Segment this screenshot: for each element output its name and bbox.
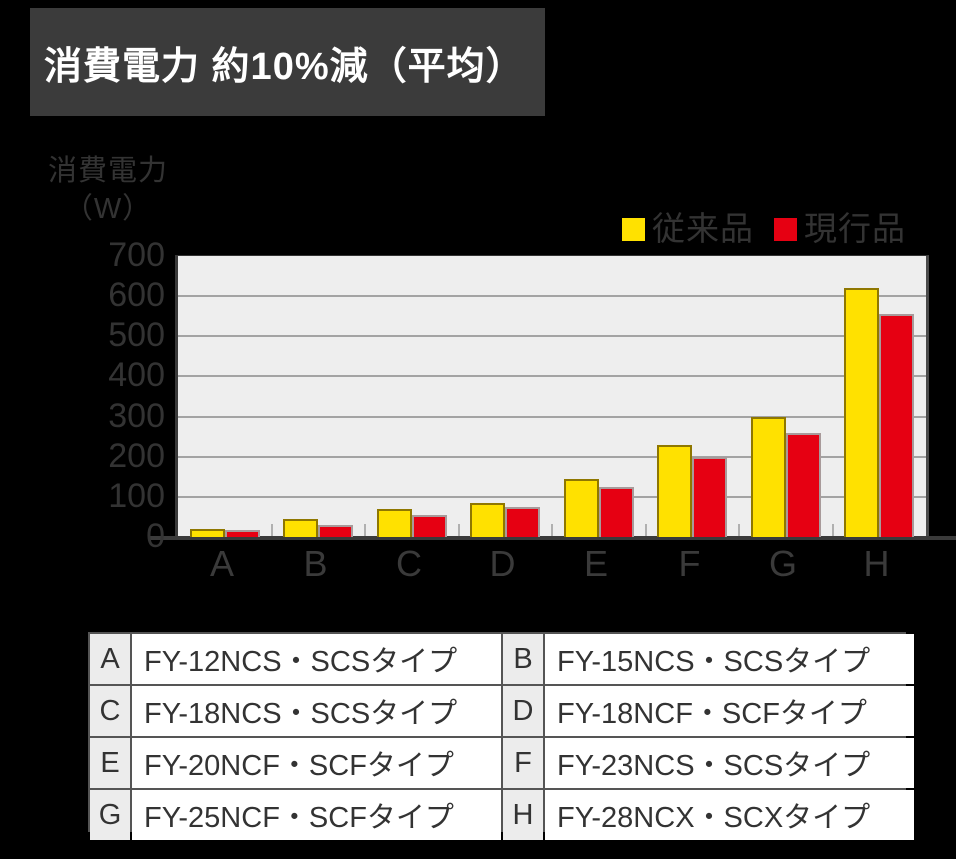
model-legend-table: A FY-12NCS・SCSタイプ B FY-15NCS・SCSタイプ C FY-18NC… [88,632,914,840]
category-boundary-tick-2 [364,524,366,537]
bar-current-b [318,525,354,537]
bar-current-g [785,433,821,537]
legend-item-current: 現行品 [774,202,906,250]
gridline-400 [178,375,926,378]
table-key-h: H [503,790,543,840]
x-category-label-f: F [678,543,701,584]
table-model-g: FY-25NCF・SCFタイプ [132,790,501,840]
bar-previous-c [376,509,412,537]
table-model-c: FY-18NCS・SCSタイプ [132,686,501,736]
gridline-300 [178,415,926,418]
table-model-d: FY-18NCF・SCFタイプ [545,686,914,736]
table-model-h: FY-28NCX・SCXタイプ [545,790,914,840]
x-category-label-b: B [303,543,328,584]
legend: 従来品 現行品 [622,206,906,247]
bar-current-f [692,457,728,537]
x-category-label-h: H [863,543,890,584]
x-axis-line [150,536,956,540]
plot-area [175,255,929,537]
table-model-e: FY-20NCF・SCFタイプ [132,738,501,788]
bar-previous-g [750,417,786,537]
table-key-d: D [503,686,543,736]
y-axis-title: 消費電力 （W） [40,152,176,229]
table-key-e: E [90,738,130,788]
legend-item-previous: 従来品 [622,202,754,250]
y-axis-title-text: 消費電力 [47,155,168,187]
bar-previous-b [283,519,319,537]
y-tick-label-700: 700 [108,236,165,274]
table-key-c: C [90,686,130,736]
bar-previous-a [189,529,225,537]
gridline-500 [178,335,926,338]
bar-current-c [411,515,447,537]
bar-current-d [505,507,541,537]
y-tick-label-200: 200 [108,436,165,475]
figure-title: 消費電力 約10%減（平均） [44,45,525,88]
bar-previous-d [470,503,506,537]
table-key-a: A [90,634,130,684]
category-boundary-tick-1 [270,524,273,537]
y-tick-label-600: 600 [108,276,165,315]
category-boundary-tick-5 [644,524,647,537]
x-category-label-c: C [396,543,422,584]
table-key-b: B [503,634,543,684]
table-key-f: F [503,738,543,788]
bar-previous-e [563,479,599,537]
table-key-g: G [90,790,130,840]
bar-current-h [879,314,915,537]
legend-label-previous: 従来品 [652,210,754,247]
category-boundary-tick-7 [831,524,834,537]
y-tick-label-500: 500 [108,316,165,355]
title-banner: 消費電力 約10%減（平均） [30,8,545,116]
category-boundary-tick-3 [457,524,460,537]
gridline-600 [178,295,926,298]
table-model-b: FY-15NCS・SCSタイプ [545,634,914,684]
y-tick-label-0: 0 [146,517,165,555]
y-tick-label-400: 400 [108,356,165,395]
x-category-label-a: A [209,543,234,584]
bar-previous-f [657,445,693,537]
gridline-100 [178,495,926,498]
bar-previous-h [844,288,880,537]
y-axis-unit: （W） [63,193,153,226]
y-tick-label-100: 100 [108,476,165,515]
gridline-200 [178,455,926,458]
category-boundary-tick-4 [551,524,553,537]
x-category-label-d: D [489,543,516,584]
legend-swatch-previous [622,217,645,241]
legend-label-current: 現行品 [804,210,906,247]
bar-current-e [598,487,634,537]
table-model-f: FY-23NCS・SCSタイプ [545,738,914,788]
category-boundary-tick-6 [738,524,740,537]
x-category-label-g: G [768,543,797,584]
legend-swatch-current [774,217,797,241]
table-model-a: FY-12NCS・SCSタイプ [132,634,501,684]
x-category-label-e: E [583,543,608,584]
bar-current-a [224,530,260,537]
y-tick-label-300: 300 [108,396,165,435]
